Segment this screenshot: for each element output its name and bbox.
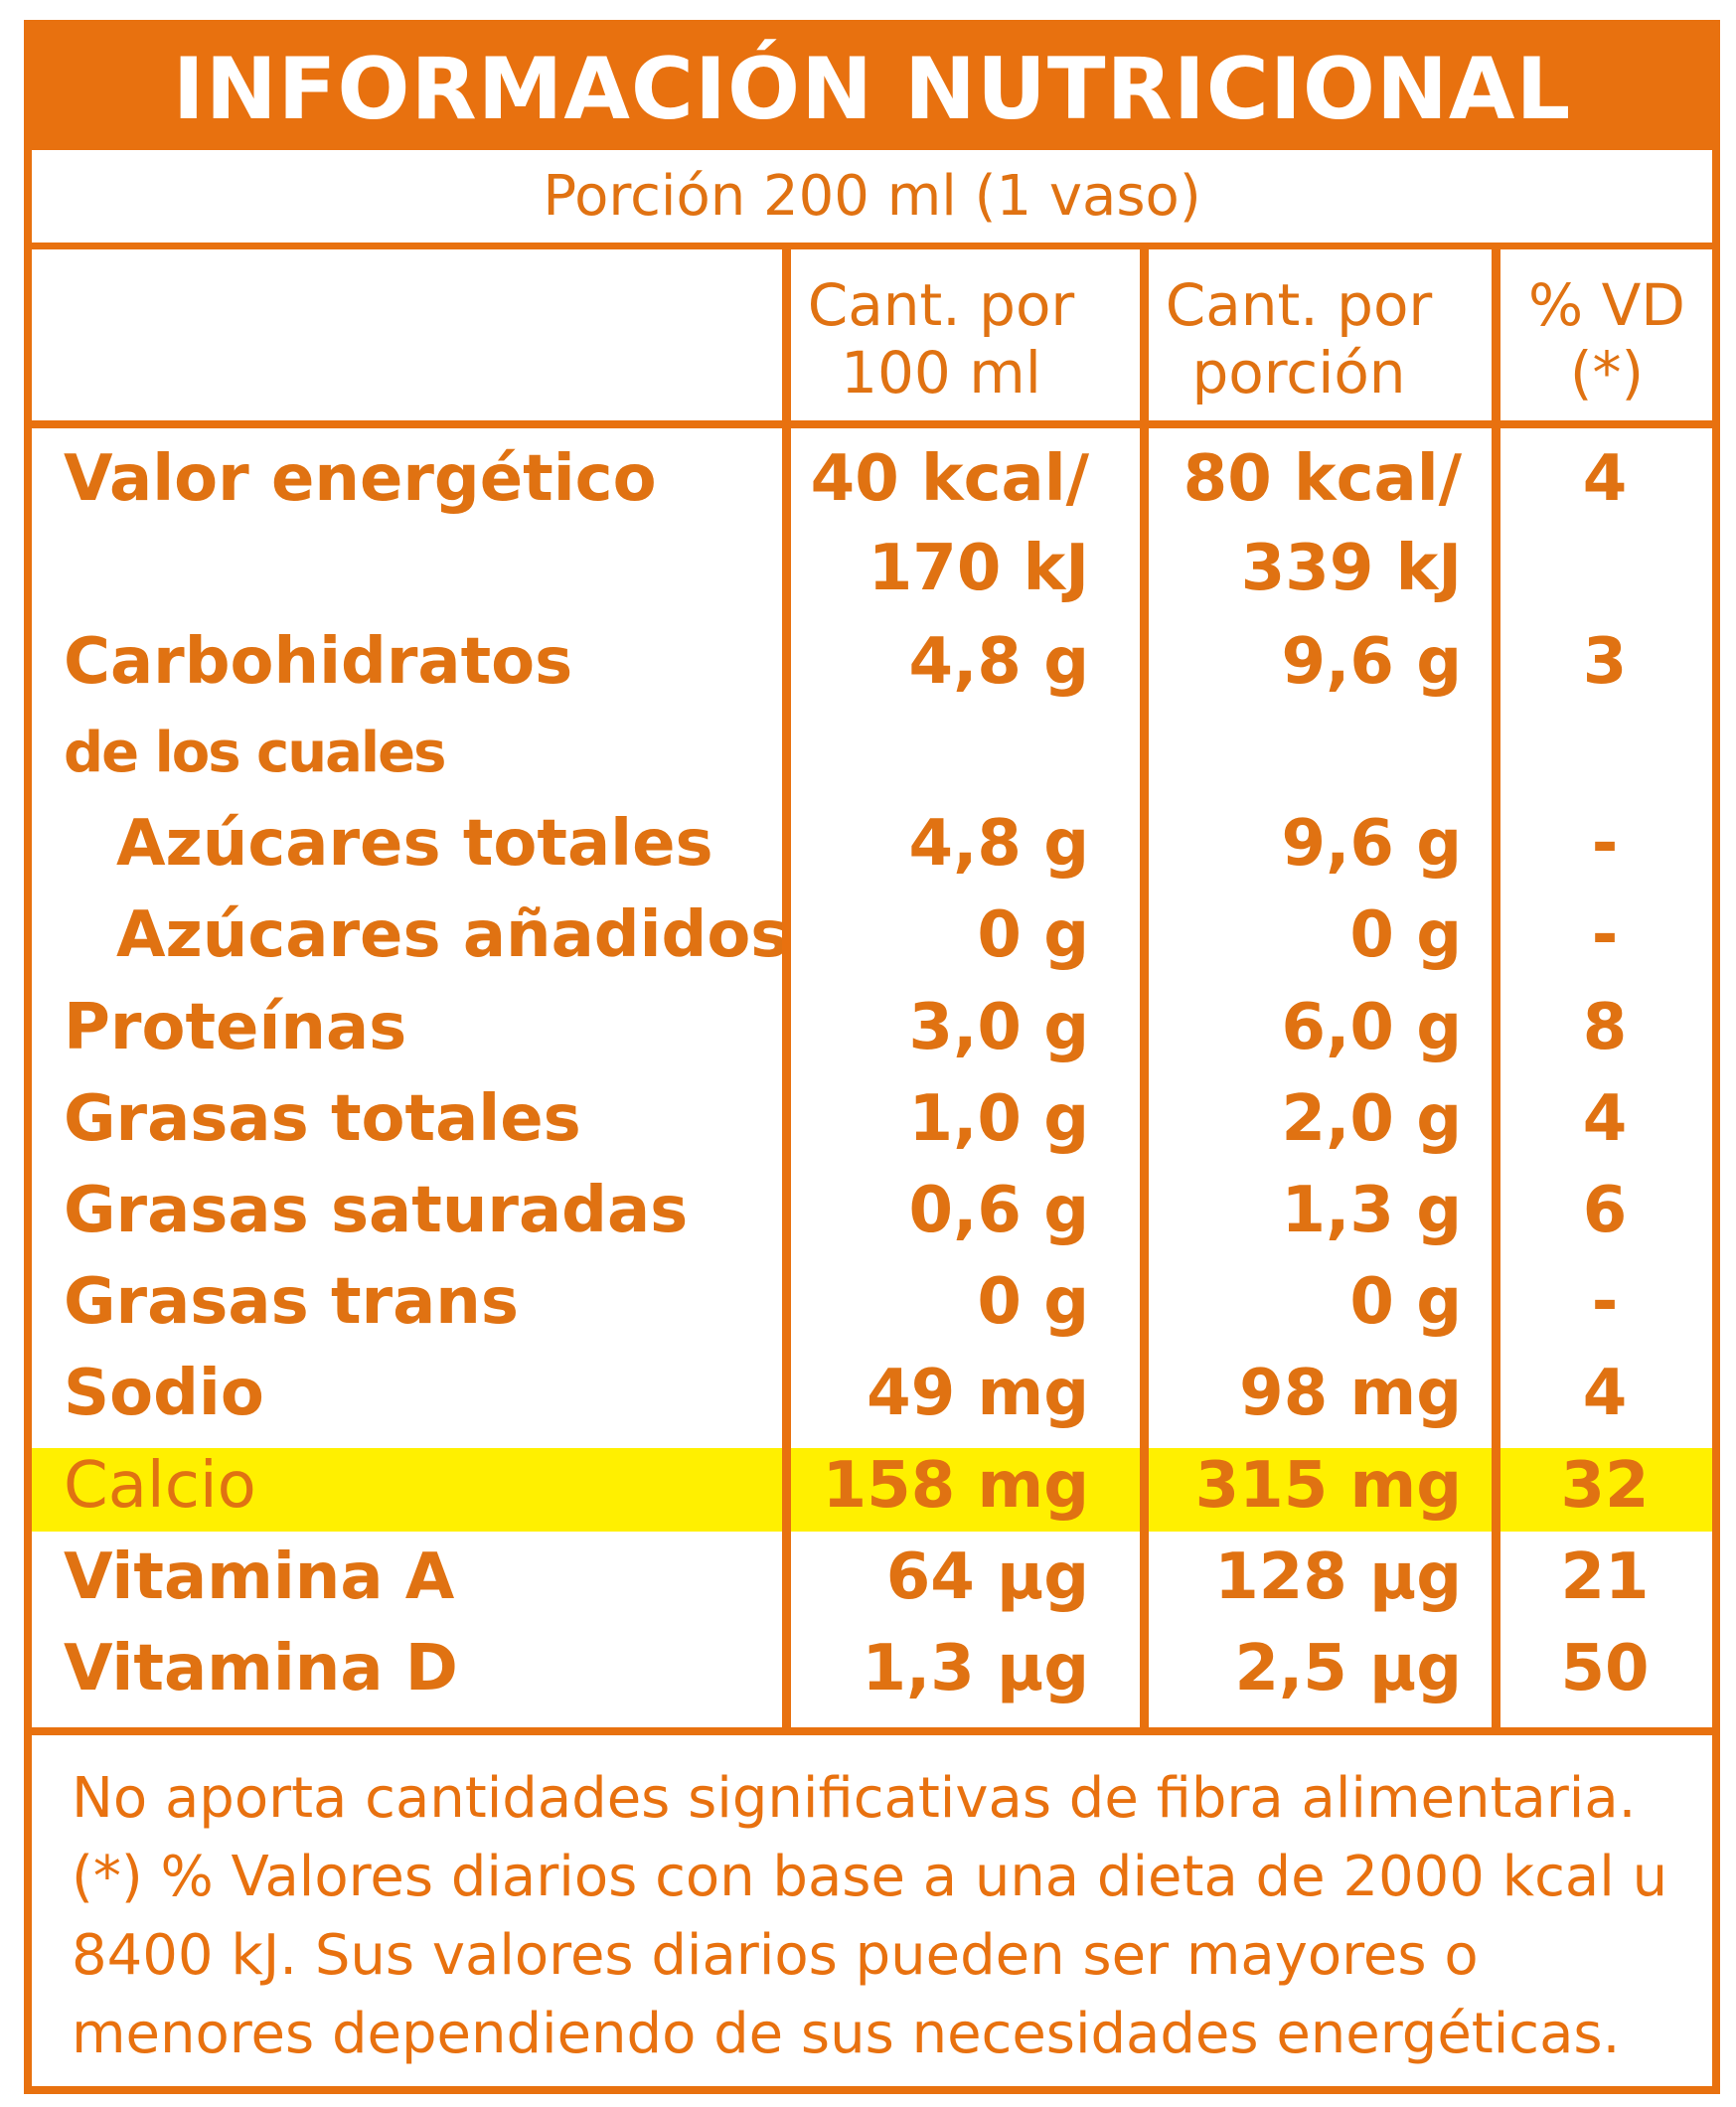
- value-per-portion: 6,0 g: [1281, 991, 1462, 1064]
- nutrient-label: Grasas trans: [64, 1265, 519, 1339]
- nutrient-label: de los cuales: [64, 721, 446, 785]
- header-per-100ml-line2: 100 ml: [841, 339, 1041, 406]
- column-divider: [1492, 249, 1500, 1735]
- value-per-portion: 9,6 g: [1281, 807, 1462, 881]
- value-daily-percent: 4: [1582, 1082, 1628, 1156]
- value-per-100ml: 1,3 µg: [862, 1632, 1089, 1705]
- value-daily-percent: 4: [1582, 442, 1628, 516]
- value-per-100ml: 1,0 g: [908, 1082, 1089, 1156]
- value-per-portion: 2,0 g: [1281, 1082, 1462, 1156]
- value-daily-percent: 50: [1560, 1632, 1650, 1705]
- column-divider: [782, 249, 791, 1735]
- nutrient-label: Vitamina D: [64, 1632, 458, 1705]
- value-daily-percent: 32: [1560, 1449, 1650, 1523]
- value-per-portion: 128 µg: [1214, 1540, 1462, 1614]
- value-per-100ml: 170 kJ: [868, 532, 1089, 605]
- table-bottom-divider: [32, 1727, 1712, 1735]
- nutrient-label: Calcio: [64, 1449, 256, 1523]
- footnote-line: (*) % Valores diarios con base a una die…: [72, 1845, 1668, 1909]
- value-per-portion: 339 kJ: [1240, 532, 1462, 605]
- value-per-100ml: 0 g: [977, 1265, 1089, 1339]
- footnote: No aporta cantidades significativas de f…: [72, 1759, 1701, 2073]
- nutrient-label: Azúcares totales: [116, 807, 713, 881]
- nutrient-label: Sodio: [64, 1357, 264, 1430]
- nutrient-label: Azúcares añadidos: [116, 898, 789, 972]
- value-per-portion: 80 kcal/: [1183, 442, 1462, 516]
- column-divider: [1140, 249, 1149, 1735]
- nutrient-label: Grasas saturadas: [64, 1174, 689, 1247]
- value-per-100ml: 0 g: [977, 898, 1089, 972]
- calcium-highlight: [32, 1448, 1712, 1532]
- value-per-portion: 0 g: [1349, 1265, 1462, 1339]
- nutrient-label: Carbohidratos: [64, 625, 573, 699]
- value-daily-percent: 6: [1582, 1174, 1628, 1247]
- header-divider: [32, 420, 1712, 428]
- value-daily-percent: -: [1591, 807, 1619, 881]
- value-per-100ml: 40 kcal/: [810, 442, 1089, 516]
- value-daily-percent: 3: [1582, 625, 1628, 699]
- nutrient-label: Valor energético: [64, 442, 657, 516]
- value-per-100ml: 4,8 g: [908, 625, 1089, 699]
- nutrition-facts-panel: INFORMACIÓN NUTRICIONAL Porción 200 ml (…: [24, 20, 1720, 2094]
- header-per-100ml-line1: Cant. por: [807, 271, 1075, 339]
- footnote-line: 8400 kJ. Sus valores diarios pueden ser …: [72, 1923, 1479, 1988]
- value-per-portion: 2,5 µg: [1234, 1632, 1462, 1705]
- value-per-100ml: 49 mg: [867, 1357, 1089, 1430]
- header-daily-value-line2: (*): [1569, 339, 1645, 406]
- nutrient-label: Proteínas: [64, 991, 407, 1064]
- value-daily-percent: 4: [1582, 1357, 1628, 1430]
- value-daily-percent: -: [1591, 1265, 1619, 1339]
- value-per-100ml: 0,6 g: [908, 1174, 1089, 1247]
- footnote-line: No aporta cantidades significativas de f…: [72, 1766, 1637, 1831]
- value-per-portion: 1,3 g: [1281, 1174, 1462, 1247]
- value-per-portion: 9,6 g: [1281, 625, 1462, 699]
- panel-title: INFORMACIÓN NUTRICIONAL: [32, 28, 1712, 150]
- value-per-portion: 0 g: [1349, 898, 1462, 972]
- value-daily-percent: -: [1591, 898, 1619, 972]
- value-per-100ml: 158 mg: [822, 1449, 1089, 1523]
- footnote-line: menores dependiendo de sus necesidades e…: [72, 2002, 1621, 2066]
- value-per-100ml: 3,0 g: [908, 991, 1089, 1064]
- header-daily-value-line1: % VD: [1528, 271, 1685, 339]
- value-per-100ml: 64 µg: [885, 1540, 1089, 1614]
- header-per-portion-line2: porción: [1191, 339, 1406, 406]
- header-per-portion-line1: Cant. por: [1165, 271, 1433, 339]
- nutrient-label: Vitamina A: [64, 1540, 455, 1614]
- header-per-100ml: Cant. por 100 ml: [787, 249, 1095, 428]
- value-per-portion: 98 mg: [1239, 1357, 1462, 1430]
- value-per-portion: 315 mg: [1194, 1449, 1462, 1523]
- value-per-100ml: 4,8 g: [908, 807, 1089, 881]
- value-daily-percent: 21: [1560, 1540, 1650, 1614]
- header-per-portion: Cant. por porción: [1145, 249, 1453, 428]
- header-daily-value: % VD (*): [1512, 249, 1701, 428]
- portion-size: Porción 200 ml (1 vaso): [32, 150, 1712, 249]
- value-daily-percent: 8: [1582, 991, 1628, 1064]
- nutrient-label: Grasas totales: [64, 1082, 581, 1156]
